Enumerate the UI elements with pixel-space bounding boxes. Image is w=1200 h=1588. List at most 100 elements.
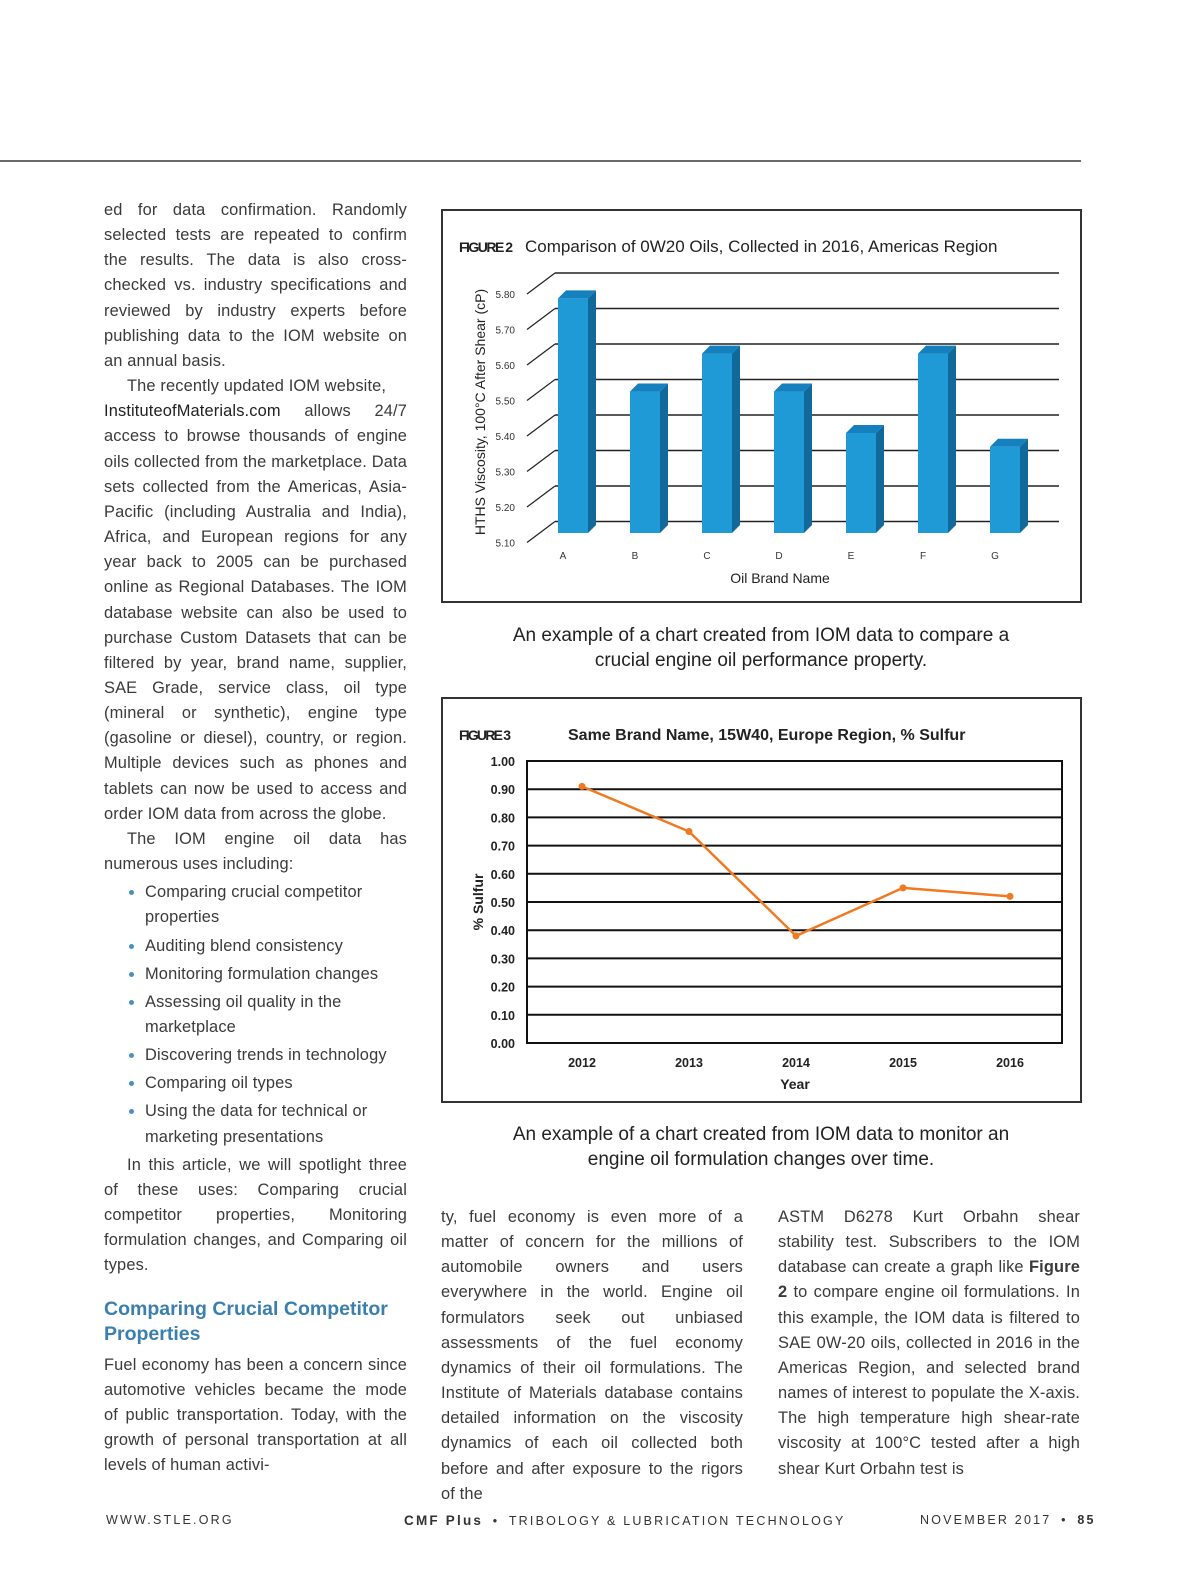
grid-diagonal [526,379,556,401]
bar-side [804,383,812,533]
y-tick-label: 5.50 [496,397,516,408]
y-tick-label: 0.10 [491,1009,515,1023]
list-item: Comparing oil types [104,1071,407,1096]
data-point [685,828,693,835]
list-item: Discovering trends in technology [104,1043,407,1068]
data-point [578,782,586,790]
bar-top [630,383,668,392]
bar-top [918,345,956,354]
figure-reference: Figure 2 [778,1258,1080,1302]
x-axis-label: Oil Brand Name [730,570,830,586]
x-tick-label: F [920,551,926,562]
bar [846,432,876,533]
figure-2: FIGURE 2 Comparison of 0W20 Oils, Collect… [441,209,1082,603]
x-tick-label: 2012 [568,1056,596,1070]
text: ASTM D6278 Kurt Orbahn shear stability t… [778,1208,1080,1277]
chart-title: Comparison of 0W20 Oils, Collected in 20… [525,237,997,256]
grid-diagonal [526,414,556,437]
x-tick-label: 2013 [675,1056,703,1070]
x-tick-label: A [560,551,567,562]
y-tick-label: 5.30 [496,468,516,479]
y-tick-label: 0.20 [491,981,515,995]
x-tick-label: 2016 [996,1056,1024,1070]
y-tick-label: 5.60 [496,361,516,372]
bar-top [990,438,1028,447]
x-tick-label: D [775,551,782,562]
uses-list: Comparing crucial competitor properties … [104,880,407,1150]
paragraph: Fuel economy has been a concern since au… [104,1355,407,1475]
x-tick-label: 2015 [889,1056,917,1070]
footer-date: NOVEMBER 2017 [920,1513,1052,1527]
bar [630,391,660,533]
figure-label: FIGURE 3 [459,727,511,743]
grid-diagonal [526,272,556,295]
y-tick-label: 0.90 [491,783,515,797]
grid-diagonal [526,343,556,366]
top-rule [0,160,1081,162]
paragraph: In this article, we will spotlight three… [104,1155,407,1275]
footer-publication: CMF Plus • TRIBOLOGY & LUBRICATION TECHN… [404,1513,846,1528]
paragraph: ed for data confirmation. Randomly selec… [104,201,407,370]
bar-side [1020,438,1028,533]
y-tick-label: 5.20 [496,503,516,514]
line-chart: FIGURE 3 Same Brand Name, 15W40, Europe R… [459,727,1063,1092]
bar [702,353,732,533]
footer-bullet: • [1061,1513,1068,1527]
list-item: Assessing oil quality in the marketplace [104,990,407,1040]
text: allows 24/7 access to browse thousands o… [104,402,407,823]
bar-top [702,345,740,354]
middle-column: ty, fuel economy is even more of a matte… [441,1205,743,1507]
x-tick-label: B [632,551,639,562]
x-tick-label: G [991,551,999,562]
y-tick-label: 5.40 [496,432,516,443]
bar-top [774,383,812,392]
bar [990,446,1020,533]
website-link[interactable]: InstituteofMaterials.com [104,402,281,421]
bar [558,298,588,533]
right-column: ASTM D6278 Kurt Orbahn shear stability t… [778,1205,1080,1482]
figure-2-caption: An example of a chart created from IOM d… [512,625,1010,671]
data-point [792,932,800,940]
bar-side [732,345,740,533]
x-tick-label: E [848,551,855,562]
section-heading: Comparing Crucial Competitor Properties [104,1297,388,1345]
y-tick-label: 0.30 [491,952,515,966]
x-axis-label: Year [780,1076,810,1092]
text: The recently updated IOM website, [127,377,387,396]
left-column: ed for data confirmation. Randomly selec… [104,198,407,1478]
bar-top [846,424,884,433]
bar [918,353,948,533]
y-axis-label: HTHS Viscosity, 100°C After Shear (cP) [472,289,488,535]
footer-date-page: NOVEMBER 2017 • 85 [920,1513,1096,1527]
series-line [581,785,1011,938]
paragraph: The recently updated IOM website, Institu… [104,374,407,827]
grid-diagonal [526,521,556,543]
page-number: 85 [1077,1513,1096,1527]
paragraph: ty, fuel economy is even more of a matte… [441,1208,743,1503]
figure-3-caption: An example of a chart created from IOM d… [512,1124,1010,1170]
bar-top [558,290,596,299]
paragraph: The IOM engine oil data has numerous use… [104,829,407,874]
y-tick-label: 5.70 [496,326,516,337]
grid-diagonal [526,485,556,508]
x-tick-label: 2014 [782,1056,810,1070]
grid-diagonal [526,308,556,330]
list-item: Monitoring formulation changes [104,962,407,987]
list-item: Comparing crucial competitor properties [104,880,407,930]
bar [774,391,804,533]
paragraph: ASTM D6278 Kurt Orbahn shear stability t… [778,1205,1080,1482]
footer-title: TRIBOLOGY & LUBRICATION TECHNOLOGY [508,1514,846,1528]
footer-bullet: • [492,1514,500,1528]
y-tick-label: 0.70 [491,840,515,854]
y-tick-label: 0.80 [491,811,515,825]
y-tick-label: 0.60 [491,868,515,882]
bar-chart: FIGURE 2 Comparison of 0W20 Oils, Collect… [459,237,1059,586]
grid-diagonal [526,450,556,472]
y-axis-label: % Sulfur [470,873,486,930]
bar-side [660,383,668,533]
y-tick-label: 0.00 [491,1037,515,1051]
y-tick-label: 0.50 [491,896,515,910]
bar-side [948,345,956,533]
plot-area [526,760,1063,1044]
y-tick-label: 5.10 [496,539,516,550]
